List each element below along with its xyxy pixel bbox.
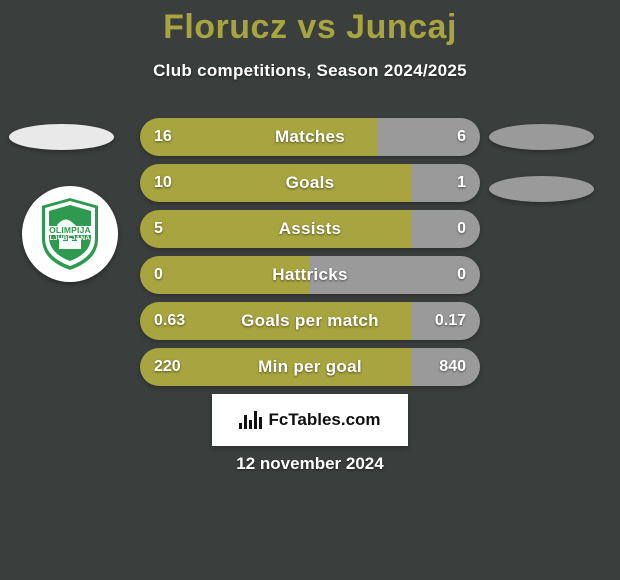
bar-right-fill — [412, 348, 480, 386]
player-left-slot — [6, 112, 116, 162]
brand-badge: FcTables.com — [212, 394, 408, 446]
club-left-slot: 1911 OLIMPIJA LJUBLJANA — [20, 184, 120, 284]
player-right-slot — [486, 112, 596, 162]
bar-row: Goals per match0.630.17 — [140, 302, 480, 340]
crest-text-mid: OLIMPIJA — [47, 226, 93, 235]
bar-right-fill — [378, 118, 480, 156]
bar-row: Assists50 — [140, 210, 480, 248]
headline-subtitle: Club competitions, Season 2024/2025 — [0, 61, 620, 81]
bar-left-fill — [140, 256, 310, 294]
crest-text-top: 1911 — [62, 189, 78, 196]
bar-right-fill — [412, 302, 480, 340]
bar-right-fill — [412, 164, 480, 202]
brand-logo-icon — [239, 411, 262, 429]
club-right-slot — [486, 164, 596, 214]
bar-left-fill — [140, 210, 412, 248]
player-left-ellipse — [9, 124, 114, 150]
crest-text-bottom: LJUBLJANA — [50, 236, 90, 243]
player-right-ellipse — [489, 124, 594, 150]
infographic-root: Florucz vs Juncaj Club competitions, Sea… — [0, 0, 620, 580]
club-left-crest: 1911 OLIMPIJA LJUBLJANA — [37, 195, 103, 273]
bar-right-fill — [310, 256, 480, 294]
bar-right-fill — [412, 210, 480, 248]
bar-row: Min per goal220840 — [140, 348, 480, 386]
bar-left-fill — [140, 118, 378, 156]
brand-text: FcTables.com — [268, 410, 380, 430]
club-right-ellipse — [489, 176, 594, 202]
club-left-circle: 1911 OLIMPIJA LJUBLJANA — [22, 186, 118, 282]
comparison-bars: Matches166 Goals101 Assists50 Hattricks00 Go… — [140, 118, 480, 394]
headline-title: Florucz vs Juncaj — [0, 0, 620, 47]
bar-left-fill — [140, 302, 412, 340]
bar-row: Goals101 — [140, 164, 480, 202]
bar-row: Hattricks00 — [140, 256, 480, 294]
footer-date: 12 november 2024 — [0, 454, 620, 474]
bar-left-fill — [140, 164, 412, 202]
bar-left-fill — [140, 348, 412, 386]
bar-row: Matches166 — [140, 118, 480, 156]
